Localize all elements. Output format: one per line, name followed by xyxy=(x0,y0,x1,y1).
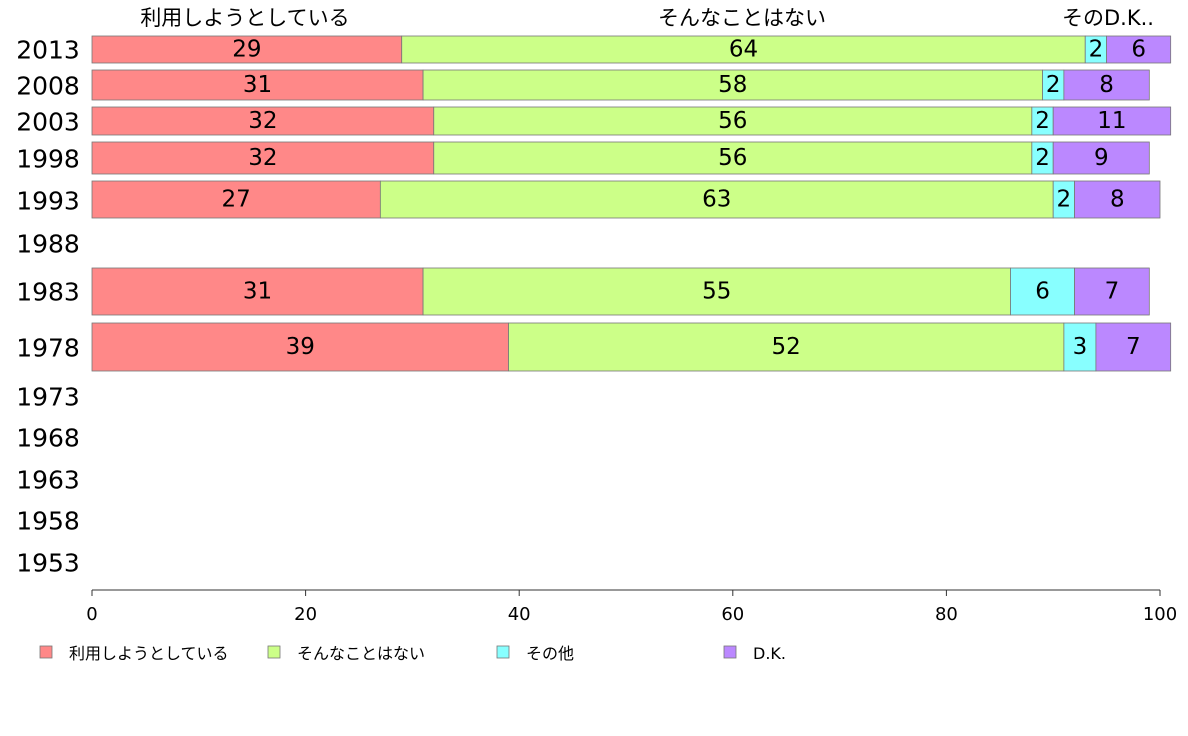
data-label-2003-series-1: 32 xyxy=(248,108,277,134)
bar-1993-series-4 xyxy=(1074,180,1161,219)
legend-label-1: 利用しようとしている xyxy=(69,644,229,663)
x-tick-label-100: 100 xyxy=(1143,604,1177,625)
top-label-3: そのD.K.. xyxy=(1062,6,1154,30)
legend-label-2: そんなことはない xyxy=(297,644,425,663)
data-label-1998-series-4: 9 xyxy=(1094,145,1109,171)
data-label-2003-series-2: 56 xyxy=(718,108,747,134)
year-label-1963: 1963 xyxy=(16,466,80,495)
year-label-1988: 1988 xyxy=(16,230,80,259)
bar-1998-series-2 xyxy=(433,141,1033,175)
bar-2013-series-2 xyxy=(401,35,1086,64)
data-label-1993-series-3: 2 xyxy=(1057,187,1072,213)
data-label-2008-series-2: 58 xyxy=(718,72,747,98)
bar-2008-series-1 xyxy=(91,69,424,101)
data-label-2008-series-4: 8 xyxy=(1099,72,1114,98)
x-tick-label-40: 40 xyxy=(508,604,531,625)
data-label-1998-series-3: 2 xyxy=(1035,145,1050,171)
year-label-1978: 1978 xyxy=(16,334,80,363)
legend-swatch-3 xyxy=(496,645,510,659)
x-tick-label-80: 80 xyxy=(935,604,958,625)
legend-swatch-1 xyxy=(39,645,53,659)
bar-2008-series-2 xyxy=(422,69,1043,101)
data-label-2003-series-3: 2 xyxy=(1035,108,1050,134)
bar-1993-series-2 xyxy=(379,180,1054,219)
top-label-2: そんなことはない xyxy=(658,6,826,30)
year-label-1973: 1973 xyxy=(16,383,80,412)
data-label-1978-series-4: 7 xyxy=(1126,334,1141,360)
x-tick-label-60: 60 xyxy=(721,604,744,625)
bar-1978-series-1 xyxy=(91,322,509,372)
bar-1983-series-3 xyxy=(1010,267,1075,316)
data-label-1983-series-3: 6 xyxy=(1035,279,1050,305)
bar-2008-series-4 xyxy=(1063,69,1150,101)
bar-1998-series-4 xyxy=(1052,141,1150,175)
year-label-2013: 2013 xyxy=(16,36,80,65)
bar-1978-series-2 xyxy=(508,322,1065,372)
x-axis: 0 20 40 60 80 100 xyxy=(86,589,1177,625)
bar-2013-series-4 xyxy=(1106,35,1172,64)
year-label-1953: 1953 xyxy=(16,549,80,578)
data-label-1978-series-1: 39 xyxy=(286,334,315,360)
year-label-2003: 2003 xyxy=(16,108,80,137)
year-label-1983: 1983 xyxy=(16,278,80,307)
bar-1993-series-1 xyxy=(91,180,381,219)
legend-swatch-2 xyxy=(267,645,281,659)
data-label-2013-series-2: 64 xyxy=(729,37,758,63)
year-label-1998: 1998 xyxy=(16,145,80,174)
bar-1978-series-4 xyxy=(1095,322,1172,372)
data-label-1978-series-2: 52 xyxy=(772,334,801,360)
bar-2003-series-2 xyxy=(433,106,1033,136)
bar-1998-series-1 xyxy=(91,141,435,175)
data-label-1993-series-4: 8 xyxy=(1110,187,1125,213)
data-label-1983-series-4: 7 xyxy=(1105,279,1120,305)
data-label-1978-series-3: 3 xyxy=(1073,334,1088,360)
data-label-1993-series-1: 27 xyxy=(222,187,251,213)
data-label-1983-series-1: 31 xyxy=(243,279,272,305)
legend: 利用しようとしている そんなことはない その他 D.K. xyxy=(39,644,786,663)
year-label-1958: 1958 xyxy=(16,507,80,536)
data-label-2008-series-3: 2 xyxy=(1046,72,1061,98)
data-label-2013-series-4: 6 xyxy=(1131,37,1146,63)
data-label-2003-series-4: 11 xyxy=(1097,108,1126,134)
bar-1983-series-2 xyxy=(422,267,1011,316)
data-label-2013-series-3: 2 xyxy=(1089,37,1104,63)
data-label-1998-series-2: 56 xyxy=(718,145,747,171)
x-tick-label-0: 0 xyxy=(86,604,97,625)
bar-2003-series-1 xyxy=(91,106,435,136)
data-label-2013-series-1: 29 xyxy=(232,37,261,63)
data-label-1993-series-2: 63 xyxy=(702,187,731,213)
year-label-2008: 2008 xyxy=(16,72,80,101)
data-label-2008-series-1: 31 xyxy=(243,72,272,98)
legend-label-4: D.K. xyxy=(753,644,786,663)
bar-2003-series-4 xyxy=(1052,106,1172,136)
bar-1983-series-4 xyxy=(1074,267,1150,316)
year-label-1993: 1993 xyxy=(16,187,80,216)
data-label-1983-series-2: 55 xyxy=(702,279,731,305)
legend-label-3: その他 xyxy=(526,644,574,663)
top-labels: 利用しようとしている そんなことはない そのD.K.. xyxy=(140,6,1154,30)
year-label-1968: 1968 xyxy=(16,424,80,453)
x-tick-label-20: 20 xyxy=(294,604,317,625)
y-axis: 2013 2008 2003 1998 1993 1988 1983 1978 1973 1968… xyxy=(16,36,80,578)
legend-swatch-4 xyxy=(723,645,737,659)
bar-2013-series-1 xyxy=(91,35,403,64)
data-label-1998-series-1: 32 xyxy=(248,145,277,171)
top-label-1: 利用しようとしている xyxy=(140,6,349,30)
